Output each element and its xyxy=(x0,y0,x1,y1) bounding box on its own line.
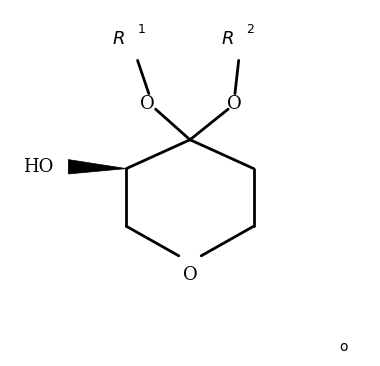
Text: o: o xyxy=(339,340,348,354)
Text: $R$: $R$ xyxy=(112,30,125,48)
Text: O: O xyxy=(227,95,242,113)
Text: $R$: $R$ xyxy=(221,30,234,48)
Text: 2: 2 xyxy=(246,23,254,36)
Text: O: O xyxy=(183,266,197,284)
Text: HO: HO xyxy=(23,158,53,176)
Polygon shape xyxy=(68,160,126,174)
Text: O: O xyxy=(139,95,154,113)
Text: 1: 1 xyxy=(138,23,145,36)
